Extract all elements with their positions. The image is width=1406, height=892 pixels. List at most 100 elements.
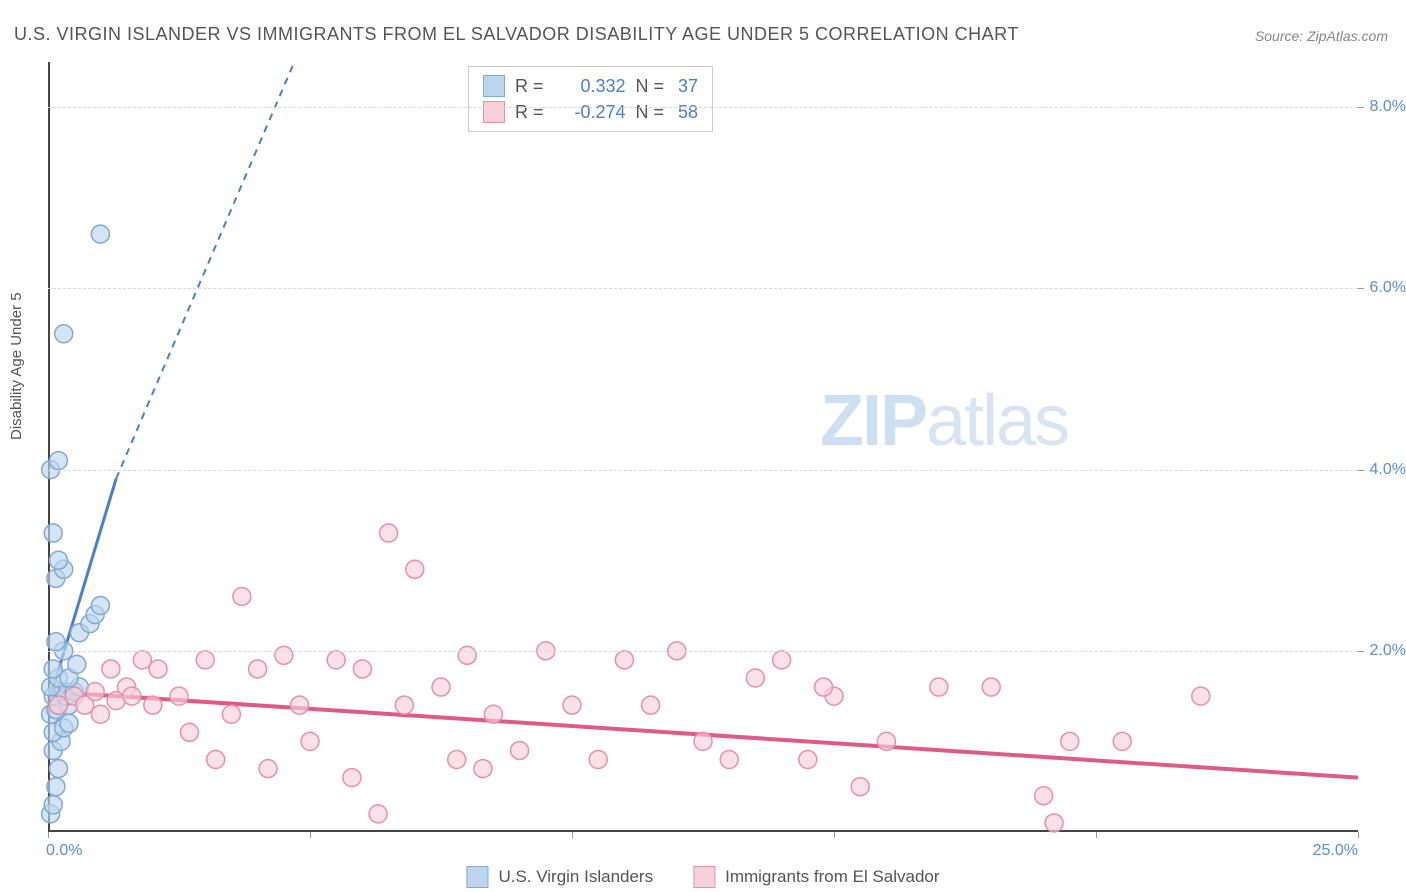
data-point-elsalv	[799, 751, 817, 769]
data-point-elsalv	[474, 760, 492, 778]
data-point-usvi	[68, 655, 86, 673]
data-point-usvi	[47, 778, 65, 796]
correlation-legend-box: R = 0.332 N = 37 R = -0.274 N = 58	[468, 66, 713, 132]
data-point-elsalv	[180, 723, 198, 741]
data-point-elsalv	[49, 696, 67, 714]
data-point-elsalv	[448, 751, 466, 769]
data-point-usvi	[55, 325, 73, 343]
data-point-usvi	[49, 551, 67, 569]
n-value-usvi: 37	[678, 73, 698, 99]
x-tick-mark	[572, 832, 573, 838]
data-point-elsalv	[511, 741, 529, 759]
gridline-h	[48, 651, 1358, 652]
legend-item-usvi: U.S. Virgin Islanders	[466, 866, 653, 888]
data-point-elsalv	[877, 732, 895, 750]
y-tick-mark	[1358, 288, 1364, 289]
data-point-usvi	[47, 633, 65, 651]
data-point-elsalv	[1045, 814, 1063, 832]
data-point-elsalv	[196, 651, 214, 669]
data-point-elsalv	[133, 651, 151, 669]
data-point-elsalv	[563, 696, 581, 714]
y-tick-mark	[1358, 107, 1364, 108]
gridline-h	[48, 107, 1358, 108]
source-attribution: Source: ZipAtlas.com	[1255, 28, 1388, 44]
data-point-elsalv	[720, 751, 738, 769]
r-label: R =	[515, 73, 544, 99]
x-tick-label: 0.0%	[46, 842, 82, 860]
data-point-elsalv	[851, 778, 869, 796]
data-point-elsalv	[369, 805, 387, 823]
data-point-elsalv	[395, 696, 413, 714]
data-point-elsalv	[149, 660, 167, 678]
data-point-elsalv	[343, 769, 361, 787]
data-point-elsalv	[275, 646, 293, 664]
y-tick-label: 6.0%	[1370, 279, 1406, 297]
x-tick-mark	[310, 832, 311, 838]
data-point-elsalv	[1113, 732, 1131, 750]
data-point-elsalv	[694, 732, 712, 750]
data-point-elsalv	[233, 587, 251, 605]
y-tick-label: 4.0%	[1370, 461, 1406, 479]
y-tick-mark	[1358, 470, 1364, 471]
scatter-plot-svg	[48, 62, 1358, 832]
swatch-usvi	[483, 75, 505, 97]
data-point-elsalv	[291, 696, 309, 714]
data-point-elsalv	[91, 705, 109, 723]
y-tick-label: 2.0%	[1370, 642, 1406, 660]
data-point-elsalv	[746, 669, 764, 687]
gridline-h	[48, 288, 1358, 289]
data-point-elsalv	[301, 732, 319, 750]
r-label: R =	[515, 99, 544, 125]
data-point-elsalv	[982, 678, 1000, 696]
legend-bottom: U.S. Virgin Islanders Immigrants from El…	[466, 866, 939, 888]
data-point-elsalv	[380, 524, 398, 542]
data-point-usvi	[44, 660, 62, 678]
data-point-elsalv	[1192, 687, 1210, 705]
gridline-h	[48, 470, 1358, 471]
data-point-elsalv	[930, 678, 948, 696]
data-point-usvi	[60, 714, 78, 732]
legend-label-usvi: U.S. Virgin Islanders	[498, 867, 653, 887]
swatch-elsalv	[483, 101, 505, 123]
data-point-elsalv	[144, 696, 162, 714]
y-tick-label: 8.0%	[1370, 98, 1406, 116]
data-point-elsalv	[615, 651, 633, 669]
data-point-elsalv	[207, 751, 225, 769]
data-point-elsalv	[642, 696, 660, 714]
data-point-elsalv	[406, 560, 424, 578]
chart-plot-area: R = 0.332 N = 37 R = -0.274 N = 58 2.0%4…	[48, 62, 1358, 832]
x-tick-mark	[48, 832, 49, 838]
x-tick-mark	[1358, 832, 1359, 838]
data-point-elsalv	[458, 646, 476, 664]
n-value-elsalv: 58	[678, 99, 698, 125]
trend-line	[116, 62, 294, 479]
data-point-elsalv	[86, 683, 104, 701]
data-point-elsalv	[170, 687, 188, 705]
data-point-elsalv	[815, 678, 833, 696]
data-point-elsalv	[432, 678, 450, 696]
data-point-elsalv	[259, 760, 277, 778]
n-label: N =	[636, 73, 665, 99]
x-tick-mark	[834, 832, 835, 838]
data-point-elsalv	[123, 687, 141, 705]
data-point-usvi	[44, 524, 62, 542]
data-point-elsalv	[353, 660, 371, 678]
legend-label-elsalv: Immigrants from El Salvador	[725, 867, 939, 887]
y-axis-label: Disability Age Under 5	[8, 292, 25, 440]
x-tick-label: 25.0%	[1313, 842, 1358, 860]
legend-item-elsalv: Immigrants from El Salvador	[693, 866, 939, 888]
data-point-elsalv	[249, 660, 267, 678]
r-value-usvi: 0.332	[554, 73, 626, 99]
source-label: Source:	[1255, 28, 1303, 44]
data-point-elsalv	[773, 651, 791, 669]
data-point-usvi	[49, 760, 67, 778]
swatch-elsalv-bottom	[693, 866, 715, 888]
data-point-usvi	[44, 796, 62, 814]
data-point-elsalv	[589, 751, 607, 769]
corr-legend-row-usvi: R = 0.332 N = 37	[483, 73, 698, 99]
data-point-usvi	[91, 597, 109, 615]
data-point-elsalv	[327, 651, 345, 669]
data-point-usvi	[49, 452, 67, 470]
x-tick-mark	[1096, 832, 1097, 838]
data-point-elsalv	[484, 705, 502, 723]
